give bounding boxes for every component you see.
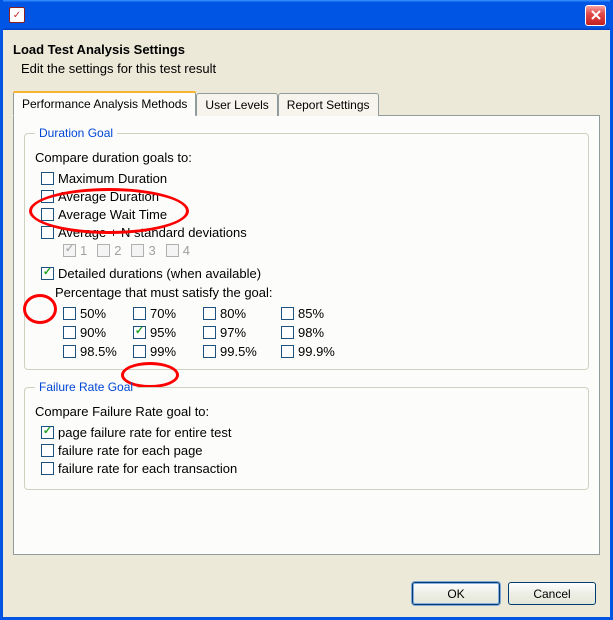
cancel-button[interactable]: Cancel [508,582,596,605]
failure-rate-legend: Failure Rate Goal [35,380,137,394]
checkbox-fail-eachpage[interactable] [41,444,54,457]
checkbox-p999[interactable] [281,345,294,358]
label-fail-eachpage: failure rate for each page [58,443,203,458]
label-stddev: Average + N standard deviations [58,225,247,240]
row-fail-eachtxn: failure rate for each transaction [41,461,578,476]
pct-label: Percentage that must satisfy the goal: [55,285,578,300]
label-n3: 3 [148,243,155,258]
checkbox-detailed[interactable] [41,267,54,280]
row-stddev-n: 1 2 3 4 [63,243,578,258]
duration-compare-label: Compare duration goals to: [35,150,578,165]
label-p90: 90% [80,325,106,340]
label-p95: 95% [150,325,176,340]
dialog-content: Load Test Analysis Settings Edit the set… [3,30,610,617]
close-button[interactable] [585,5,606,26]
tab-performance-analysis[interactable]: Performance Analysis Methods [13,91,196,116]
label-n4: 4 [183,243,190,258]
checkbox-avg-duration[interactable] [41,190,54,203]
checkbox-stddev[interactable] [41,226,54,239]
app-icon: ✓ [9,7,25,23]
checkbox-p97[interactable] [203,326,216,339]
row-avg-wait: Average Wait Time [41,207,578,222]
label-detailed: Detailed durations (when available) [58,266,261,281]
checkbox-n2 [97,244,110,257]
label-p995: 99.5% [220,344,257,359]
label-p98: 98% [298,325,324,340]
label-fail-entire: page failure rate for entire test [58,425,231,440]
checkbox-max-duration[interactable] [41,172,54,185]
label-fail-eachtxn: failure rate for each transaction [58,461,237,476]
label-n2: 2 [114,243,121,258]
annotation-ellipse-detailed [23,294,57,324]
checkbox-p98[interactable] [281,326,294,339]
label-p999: 99.9% [298,344,335,359]
checkbox-p985[interactable] [63,345,76,358]
checkbox-p95[interactable] [133,326,146,339]
checkbox-p80[interactable] [203,307,216,320]
percentage-grid: 50% 70% 80% 85% 90% 95% 97% 98% 98.5% 99… [63,306,578,359]
duration-goal-group: Duration Goal Compare duration goals to:… [24,126,589,370]
row-avg-duration: Average Duration [41,189,578,204]
label-n1: 1 [80,243,87,258]
checkbox-n1 [63,244,76,257]
checkbox-n3 [131,244,144,257]
row-fail-entire: page failure rate for entire test [41,425,578,440]
button-row: OK Cancel [412,582,596,605]
row-fail-eachpage: failure rate for each page [41,443,578,458]
checkbox-fail-eachtxn[interactable] [41,462,54,475]
close-icon [591,10,601,20]
checkbox-p99[interactable] [133,345,146,358]
failure-compare-label: Compare Failure Rate goal to: [35,404,578,419]
dialog-title: Load Test Analysis Settings [13,42,600,57]
tab-report-settings[interactable]: Report Settings [278,93,379,116]
row-detailed: Detailed durations (when available) [41,266,578,281]
checkbox-p995[interactable] [203,345,216,358]
label-p97: 97% [220,325,246,340]
checkbox-p70[interactable] [133,307,146,320]
label-avg-wait: Average Wait Time [58,207,167,222]
row-max-duration: Maximum Duration [41,171,578,186]
label-max-duration: Maximum Duration [58,171,167,186]
label-p85: 85% [298,306,324,321]
duration-goal-legend: Duration Goal [35,126,117,140]
label-p80: 80% [220,306,246,321]
tab-strip: Performance Analysis Methods User Levels… [13,90,600,115]
checkbox-p50[interactable] [63,307,76,320]
checkbox-avg-wait[interactable] [41,208,54,221]
tab-user-levels[interactable]: User Levels [196,93,277,116]
titlebar: ✓ [3,0,610,30]
label-p99: 99% [150,344,176,359]
row-stddev: Average + N standard deviations [41,225,578,240]
label-p50: 50% [80,306,106,321]
failure-rate-group: Failure Rate Goal Compare Failure Rate g… [24,380,589,490]
checkbox-p90[interactable] [63,326,76,339]
checkbox-p85[interactable] [281,307,294,320]
checkbox-fail-entire[interactable] [41,426,54,439]
dialog-window: ✓ Load Test Analysis Settings Edit the s… [0,0,613,620]
tab-panel: Duration Goal Compare duration goals to:… [13,115,600,555]
dialog-subtitle: Edit the settings for this test result [21,61,600,76]
checkbox-n4 [166,244,179,257]
ok-button[interactable]: OK [412,582,500,605]
label-p70: 70% [150,306,176,321]
label-p985: 98.5% [80,344,117,359]
label-avg-duration: Average Duration [58,189,159,204]
